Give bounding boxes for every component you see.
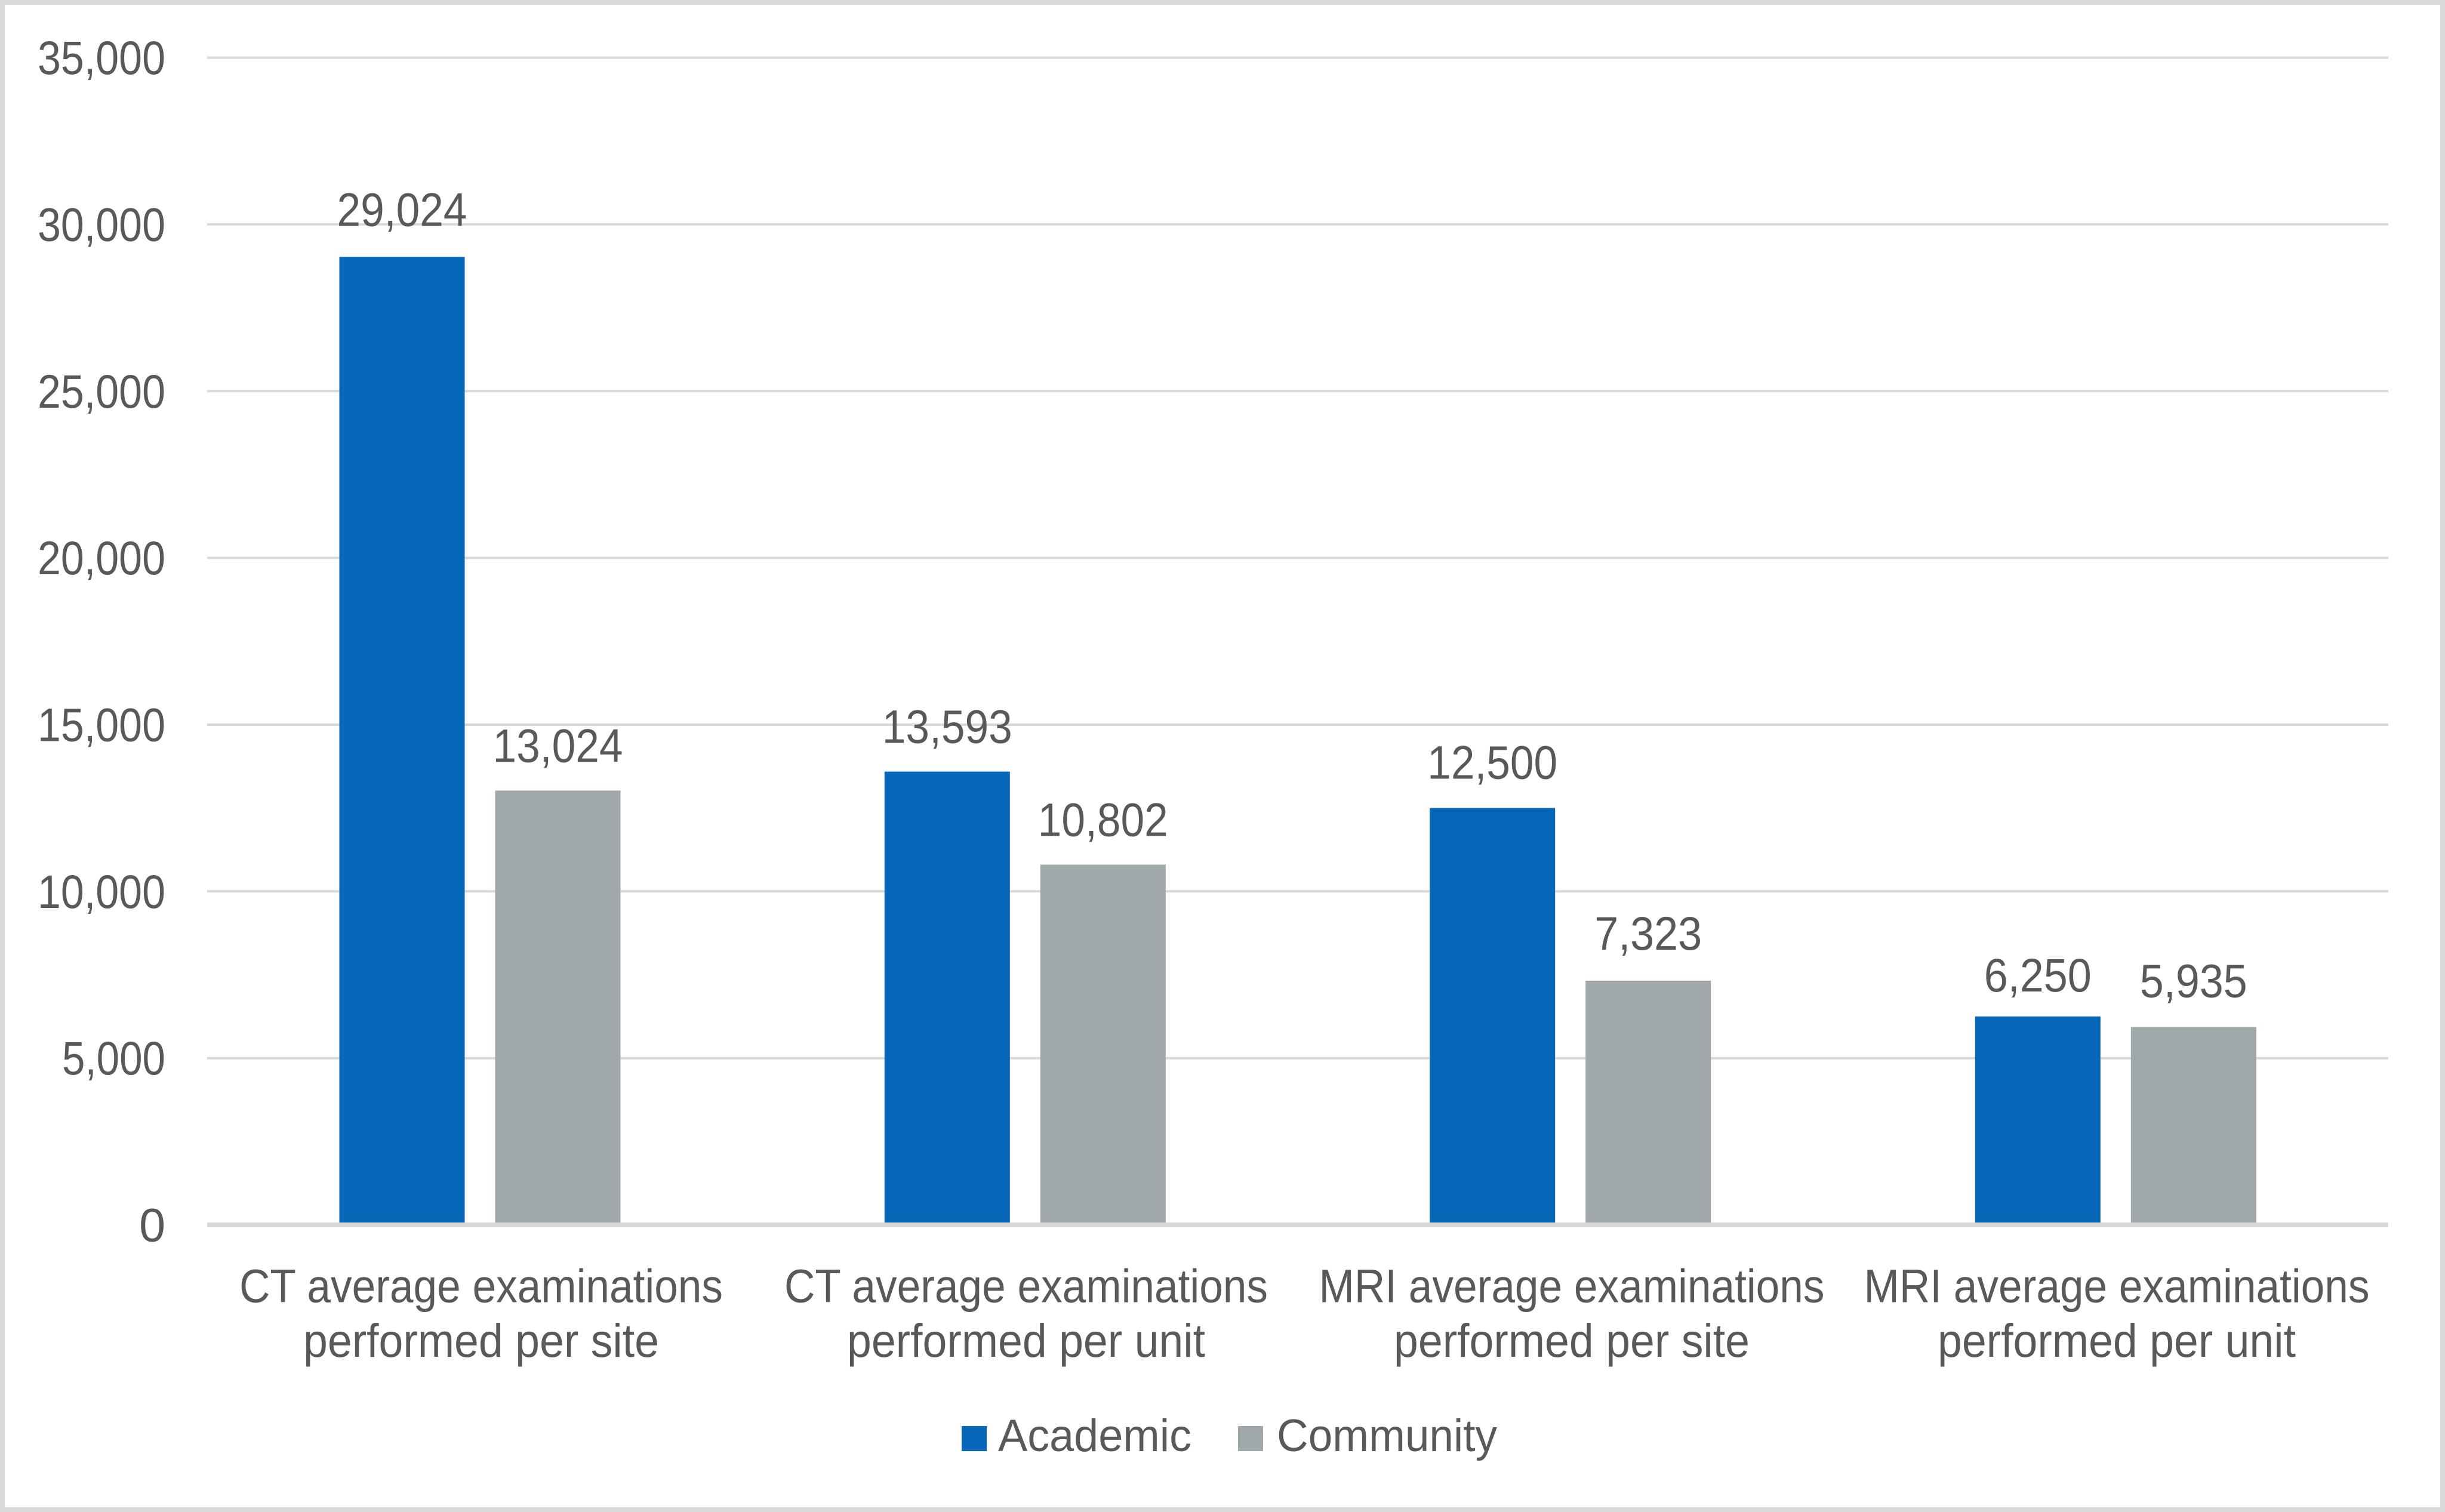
svg-text:MRI average examinations: MRI average examinations: [1319, 1260, 1825, 1313]
svg-text:Community: Community: [1277, 1411, 1497, 1461]
svg-text:13,024: 13,024: [493, 719, 623, 772]
svg-text:6,250: 6,250: [1984, 949, 2092, 1002]
svg-text:7,323: 7,323: [1594, 907, 1702, 960]
svg-text:CT average examinations: CT average examinations: [239, 1260, 723, 1313]
svg-text:13,593: 13,593: [882, 700, 1012, 753]
svg-text:10,802: 10,802: [1038, 793, 1168, 846]
svg-text:12,500: 12,500: [1427, 736, 1557, 789]
svg-text:20,000: 20,000: [38, 531, 165, 584]
svg-text:0: 0: [139, 1199, 165, 1252]
svg-text:MRI average examinations: MRI average examinations: [1864, 1260, 2370, 1313]
svg-text:CT average examinations: CT average examinations: [784, 1260, 1268, 1313]
svg-text:performed per site: performed per site: [1394, 1314, 1750, 1367]
svg-text:35,000: 35,000: [38, 31, 165, 84]
svg-text:Academic: Academic: [998, 1411, 1191, 1461]
svg-text:29,024: 29,024: [337, 183, 467, 236]
svg-text:30,000: 30,000: [38, 198, 165, 251]
svg-text:10,000: 10,000: [38, 865, 165, 918]
svg-text:5,000: 5,000: [62, 1031, 165, 1085]
svg-text:25,000: 25,000: [38, 365, 165, 418]
svg-text:15,000: 15,000: [38, 698, 165, 752]
svg-text:performed per unit: performed per unit: [847, 1314, 1205, 1367]
svg-text:performed per unit: performed per unit: [1938, 1314, 2296, 1367]
svg-text:5,935: 5,935: [2140, 954, 2247, 1008]
svg-text:performed per site: performed per site: [303, 1314, 659, 1367]
